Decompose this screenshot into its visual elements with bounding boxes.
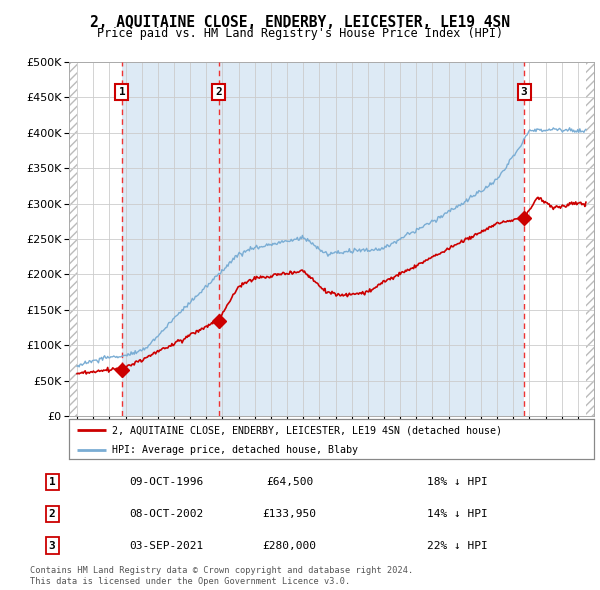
Text: £133,950: £133,950 [262,509,316,519]
Text: Price paid vs. HM Land Registry's House Price Index (HPI): Price paid vs. HM Land Registry's House … [97,27,503,40]
Text: 18% ↓ HPI: 18% ↓ HPI [427,477,488,487]
Text: 08-OCT-2002: 08-OCT-2002 [130,509,203,519]
Text: 09-OCT-1996: 09-OCT-1996 [130,477,203,487]
Polygon shape [77,62,122,416]
Text: HPI: Average price, detached house, Blaby: HPI: Average price, detached house, Blab… [112,445,358,455]
Text: 3: 3 [49,540,55,550]
Text: 2: 2 [215,87,222,97]
Text: This data is licensed under the Open Government Licence v3.0.: This data is licensed under the Open Gov… [30,577,350,586]
Text: 1: 1 [119,87,125,97]
Polygon shape [586,62,594,416]
Text: 3: 3 [521,87,527,97]
Text: 2, AQUITAINE CLOSE, ENDERBY, LEICESTER, LE19 4SN: 2, AQUITAINE CLOSE, ENDERBY, LEICESTER, … [90,15,510,30]
Polygon shape [122,62,524,416]
Text: £64,500: £64,500 [266,477,313,487]
Text: 14% ↓ HPI: 14% ↓ HPI [427,509,488,519]
Text: 22% ↓ HPI: 22% ↓ HPI [427,540,488,550]
Text: 03-SEP-2021: 03-SEP-2021 [130,540,203,550]
Polygon shape [524,62,586,416]
Text: Contains HM Land Registry data © Crown copyright and database right 2024.: Contains HM Land Registry data © Crown c… [30,566,413,575]
Text: £280,000: £280,000 [262,540,316,550]
Text: 1: 1 [49,477,55,487]
Polygon shape [69,62,77,416]
Text: 2, AQUITAINE CLOSE, ENDERBY, LEICESTER, LE19 4SN (detached house): 2, AQUITAINE CLOSE, ENDERBY, LEICESTER, … [112,425,502,435]
Text: 2: 2 [49,509,55,519]
